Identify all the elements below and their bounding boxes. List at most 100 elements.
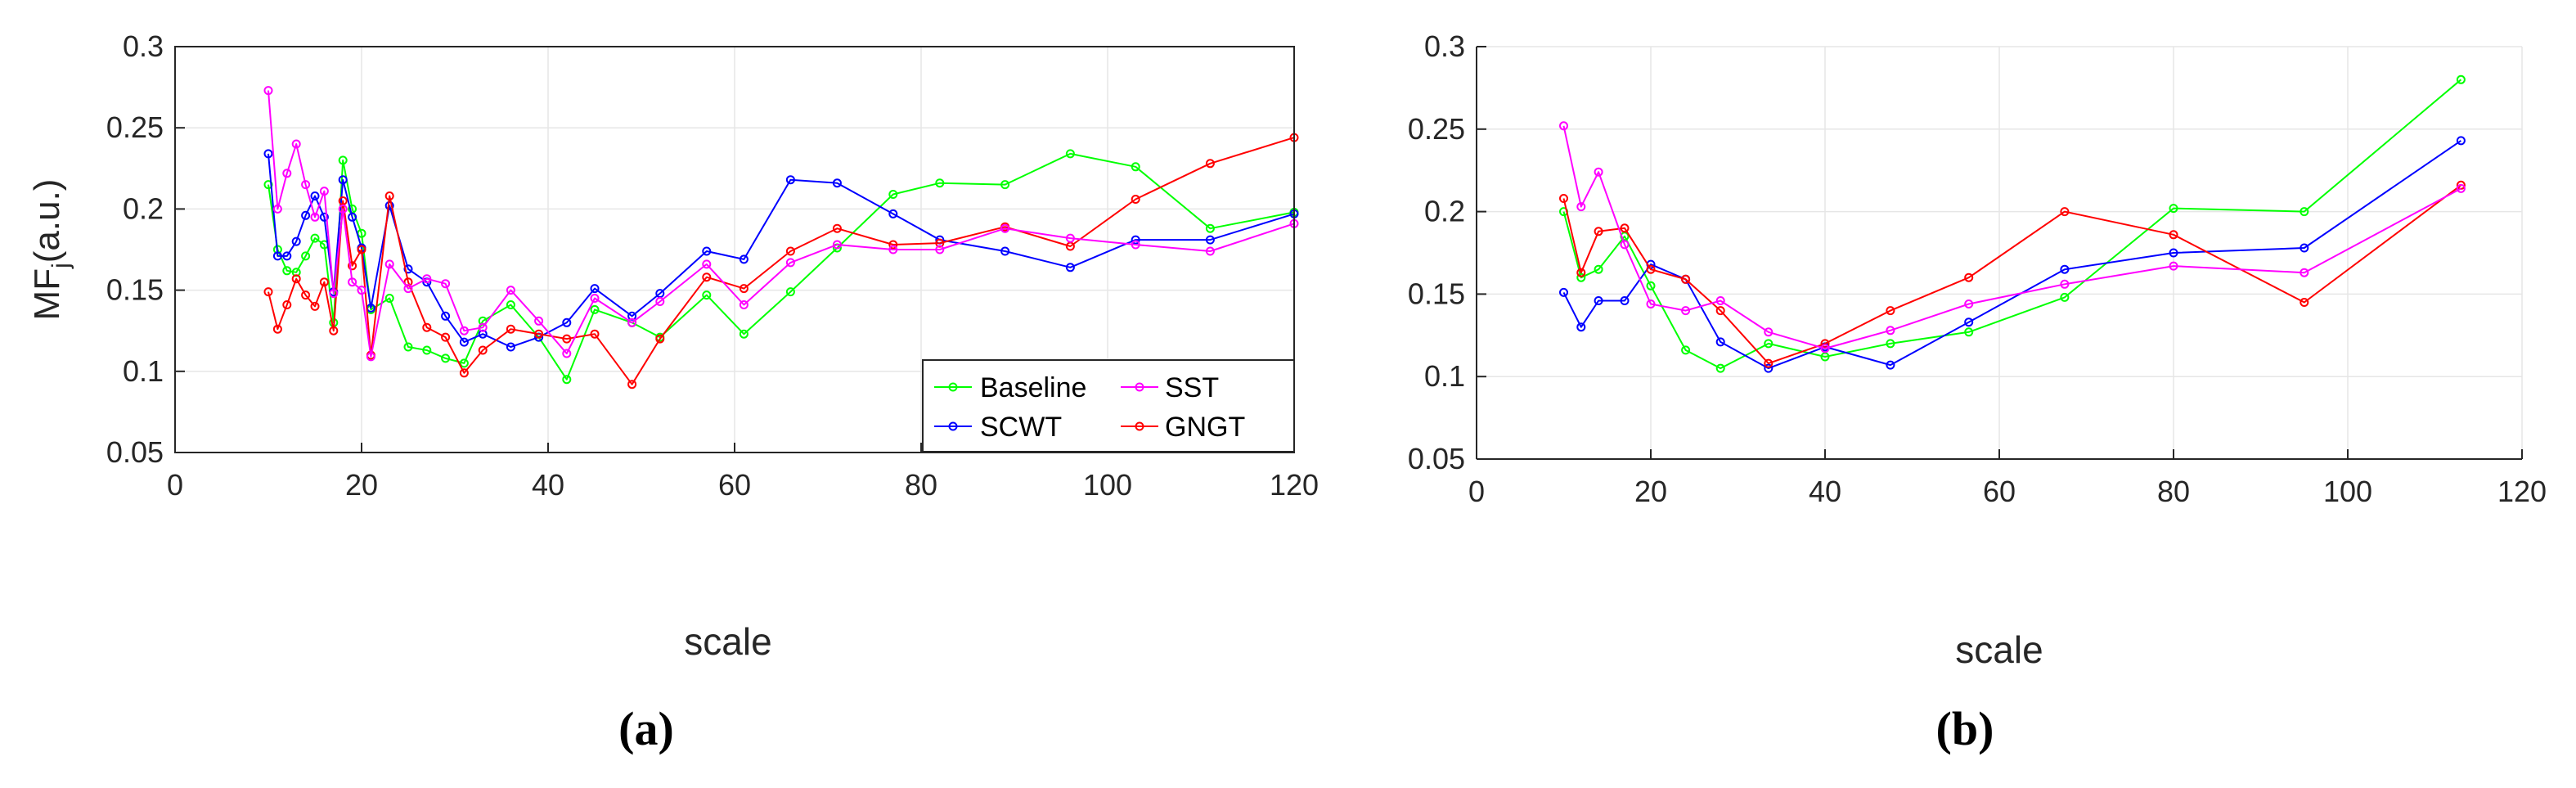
data-point-baseline-b [1964, 327, 1974, 337]
series-line-baseline-b [1562, 79, 2462, 370]
x-tick-label-a: 120 [1270, 468, 1319, 502]
data-point-baseline-b [2300, 207, 2309, 217]
data-point-sst-b [1964, 299, 1974, 308]
x-tick-label-a: 60 [718, 468, 751, 502]
data-point-sst-b [1681, 306, 1691, 316]
data-point-scwt-a [1065, 263, 1075, 272]
data-point-sst-a [282, 169, 292, 178]
data-point-scwt-b [2456, 136, 2466, 146]
data-point-gngt-b [2060, 207, 2070, 217]
legend-marker-gngt [1135, 421, 1144, 431]
data-point-sst-b [2300, 268, 2309, 277]
series-line-gngt-b [1562, 184, 2461, 365]
x-tick-label-a: 0 [167, 468, 183, 502]
y-axis-label-suffix-a: (a.u.) [27, 179, 67, 263]
data-point-sst-a [506, 286, 515, 295]
data-point-scwt-a [590, 284, 600, 294]
data-point-baseline-b [1886, 339, 1895, 349]
panel-label-b: (b) [1936, 702, 1994, 755]
data-point-sst-a [1131, 240, 1140, 250]
data-point-sst-b [1886, 326, 1895, 335]
data-point-baseline-a [422, 345, 432, 355]
data-point-gngt-a [310, 301, 320, 311]
data-point-scwt-a [459, 337, 469, 347]
data-point-scwt-b [1715, 337, 1725, 347]
y-axis-label-main-a: MF [27, 268, 67, 321]
data-point-gngt-a [935, 238, 945, 248]
data-point-baseline-a [459, 358, 469, 368]
data-point-baseline-b [2060, 292, 2070, 302]
data-point-baseline-a [310, 233, 320, 243]
data-point-sst-a [310, 212, 320, 222]
x-tick-label-a: 80 [905, 468, 937, 502]
data-point-baseline-b [1576, 272, 1586, 282]
data-point-sst-a [338, 204, 348, 214]
series-lines-a [263, 86, 1299, 389]
data-point-sst-a [627, 317, 637, 327]
series-line-sst-b [1562, 125, 2461, 349]
data-point-baseline-a [1205, 223, 1215, 233]
data-point-scwt-a [403, 264, 413, 274]
data-point-gngt-b [1764, 358, 1774, 368]
data-point-sst-a [1065, 233, 1075, 243]
data-point-scwt-a [272, 251, 282, 261]
data-point-scwt-a [739, 254, 749, 264]
data-point-sst-b [1764, 327, 1774, 337]
y-tick-label-b: 0.1 [1424, 359, 1465, 393]
y-tick-label-b: 0.25 [1408, 112, 1465, 146]
data-point-gngt-a [506, 324, 515, 334]
data-point-baseline-a [282, 266, 292, 276]
data-point-sst-a [1205, 246, 1215, 256]
data-point-gngt-a [263, 287, 273, 297]
data-point-gngt-b [1576, 268, 1586, 277]
data-point-baseline-a [478, 316, 488, 326]
data-point-gngt-a [272, 324, 282, 334]
data-point-gngt-b [1964, 272, 1974, 282]
data-point-scwt-b [2300, 243, 2309, 253]
data-point-gngt-a [441, 332, 451, 342]
data-point-gngt-b [1559, 194, 1568, 203]
series-line-sst-a [267, 90, 1295, 358]
data-point-sst-a [935, 245, 945, 254]
data-point-gngt-b [1820, 339, 1830, 349]
data-point-sst-a [403, 284, 413, 294]
data-point-scwt-a [888, 209, 898, 218]
data-point-gngt-a [739, 284, 749, 294]
legend-marker-scwt [948, 421, 958, 431]
y-tick-label-a: 0.3 [123, 29, 164, 63]
data-point-sst-a [832, 240, 842, 250]
data-point-baseline-b [2456, 74, 2466, 84]
data-point-scwt-b [1620, 296, 1630, 305]
data-point-baseline-b [1681, 345, 1691, 355]
data-point-scwt-a [785, 175, 795, 185]
data-point-scwt-a [282, 251, 292, 261]
data-point-gngt-a [702, 272, 712, 282]
panel-a: 0 20 40 60 80 100 120 0.05 0.1 0.15 0.2 0.25 0.3 sca… [27, 29, 1319, 755]
data-point-gngt-a [627, 380, 637, 389]
data-point-scwt-b [2060, 264, 2070, 274]
data-point-gngt-a [403, 277, 413, 287]
data-point-sst-a [590, 294, 600, 303]
y-tick-label-b: 0.15 [1408, 277, 1465, 310]
data-point-sst-a [357, 286, 366, 295]
x-tick-label-b: 0 [1468, 475, 1485, 508]
data-point-baseline-a [338, 155, 348, 165]
data-point-scwt-b [2169, 248, 2178, 258]
data-point-gngt-a [459, 368, 469, 378]
data-point-sst-a [702, 259, 712, 269]
data-point-scwt-a [1205, 235, 1215, 245]
data-point-sst-b [1559, 121, 1568, 131]
series-line-scwt-a [267, 153, 1295, 348]
data-point-gngt-a [590, 329, 600, 339]
data-point-baseline-b [1820, 352, 1830, 362]
x-tick-label-b: 20 [1634, 475, 1667, 508]
data-point-gngt-a [534, 329, 544, 339]
data-point-gngt-a [384, 191, 394, 200]
data-point-baseline-b [1764, 339, 1774, 349]
ticks-b: 0 20 40 60 80 100 120 0.05 0.1 0.15 0.2 0.25 0.3 [1408, 29, 2547, 508]
data-point-scwt-b [1964, 317, 1974, 327]
data-point-baseline-a [506, 300, 515, 309]
y-tick-label-b: 0.05 [1408, 442, 1465, 475]
data-point-sst-b [1715, 296, 1725, 305]
panel-label-a: (a) [618, 702, 674, 755]
